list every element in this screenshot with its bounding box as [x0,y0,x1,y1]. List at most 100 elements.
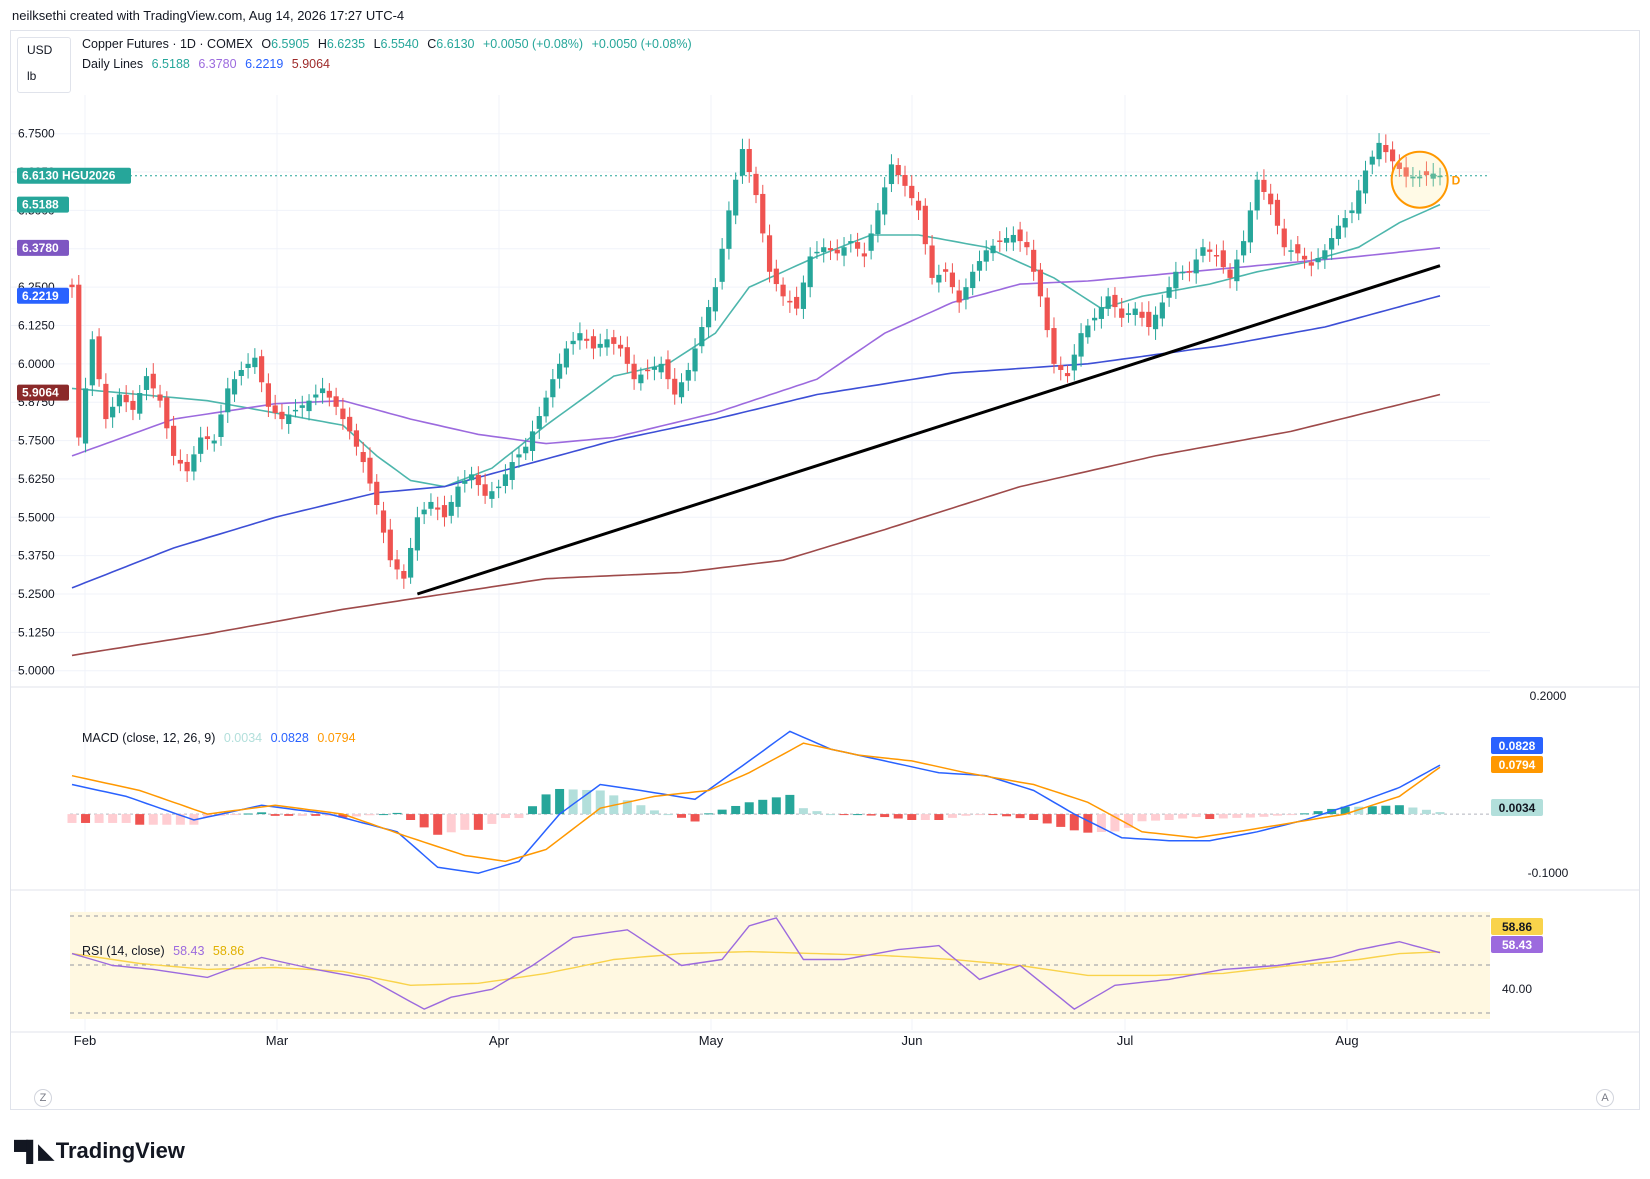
candle-body [333,396,339,407]
macd-histogram-bar [108,814,118,823]
candle-body [543,397,549,417]
macd-histogram-bar [1002,814,1012,817]
candle-body [82,388,89,444]
macd-histogram-bar [961,814,971,816]
tradingview-logo[interactable]: ▀▌◣ TradingView [14,1138,185,1164]
candle-body [143,376,150,390]
trendline [416,264,1441,596]
candle-body [1193,259,1199,274]
macd-histogram-bar [365,814,375,816]
attribution-header: neilksethi created with TradingView.com,… [12,8,405,23]
ma20-line [71,203,1441,488]
macd-histogram-bar [934,814,944,820]
candle-body [1369,156,1375,165]
candle-body [658,363,664,373]
candle-body [360,452,366,463]
macd-histogram-bar [812,811,822,815]
macd-histogram-bar [1191,814,1201,818]
candle-body [502,474,509,486]
currency-label: USD [27,43,53,57]
candle-body [123,394,129,403]
candle-body [137,393,143,414]
macd-histogram-bar [324,814,334,816]
macd-histogram-bar [148,814,158,825]
unit-label: lb [27,69,37,83]
macd-histogram-bar [121,814,131,823]
line-value-2: 6.3780 [198,57,237,71]
rsi-badge-text: 58.86 [1502,920,1532,934]
timezone-toggle[interactable]: Z [34,1089,52,1107]
x-tick-label: Feb [74,1033,96,1048]
macd-value: 0.0828 [270,731,309,745]
price-tick-label: 5.6250 [18,472,55,486]
price-badge-text: 6.2219 [22,289,59,303]
candle-body [861,253,867,257]
candle-body [1173,271,1179,289]
candle-body [1376,142,1382,160]
candle-body [902,174,908,186]
candle-body [272,405,278,413]
candle-body [827,248,834,251]
candle-body [915,200,922,211]
candle-body [204,436,211,440]
price-badge [17,196,69,213]
candle-body [89,339,95,386]
candle-body [184,461,190,472]
candle-body [895,165,901,176]
macd-histogram-bar [351,814,361,817]
macd-histogram-bar [1394,805,1404,815]
macd-histogram-bar [230,814,240,816]
candle-body [787,300,793,303]
auto-scale-toggle[interactable]: A [1596,1089,1614,1107]
candle-body [387,529,393,561]
candle-body [963,287,969,300]
candle-body [1119,308,1125,318]
candle-body [394,559,400,570]
candle-body [367,457,373,484]
candle-body [990,245,996,254]
candle-body [177,459,183,464]
macd-histogram-bar [175,814,185,825]
rsi-badge-text: 58.43 [1502,938,1532,952]
legend-title: Copper Futures · 1D · COMEX [82,37,253,51]
candle-body [1281,228,1287,248]
legend-close: C6.6130 [427,37,475,51]
unit-box[interactable]: USD lb [17,37,71,93]
rsi-badge [1491,936,1543,953]
candle-body [1268,193,1274,205]
candle-body [794,296,800,309]
macd-histogram-bar [907,814,917,820]
macd-histogram-bar [1259,814,1269,817]
candle-body [69,284,75,288]
candle-body [875,210,881,234]
rsi-line [71,917,1441,1010]
candle-body [1288,250,1294,252]
candle-body [1356,190,1362,214]
macd-histogram-bar [988,814,998,816]
candle-body [157,394,163,401]
price-badge [17,167,131,184]
candle-body [1180,271,1186,274]
candle-body [685,369,691,381]
candle-body [326,390,332,398]
candle-body [665,359,671,380]
candle-body [1308,262,1314,266]
legend-macd: MACD (close, 12, 26, 9) 0.0034 0.0828 0.… [82,731,361,745]
candle-body [1234,259,1240,282]
brand-name: TradingView [55,1138,185,1163]
macd-histogram-bar [568,789,578,815]
candle-body [1403,167,1409,177]
price-tick-label: 5.7500 [18,434,55,448]
candle-body [435,507,441,510]
candle-body [1383,144,1389,153]
candle-body [1017,229,1023,242]
candle-body [1078,333,1084,357]
candle-body [800,282,807,309]
candle-body [983,250,989,262]
macd-histogram-bar [162,814,172,825]
candle-body [1396,162,1402,169]
candle-body [1430,173,1436,179]
candle-body [1105,296,1111,309]
line-value-1: 6.5188 [151,57,190,71]
